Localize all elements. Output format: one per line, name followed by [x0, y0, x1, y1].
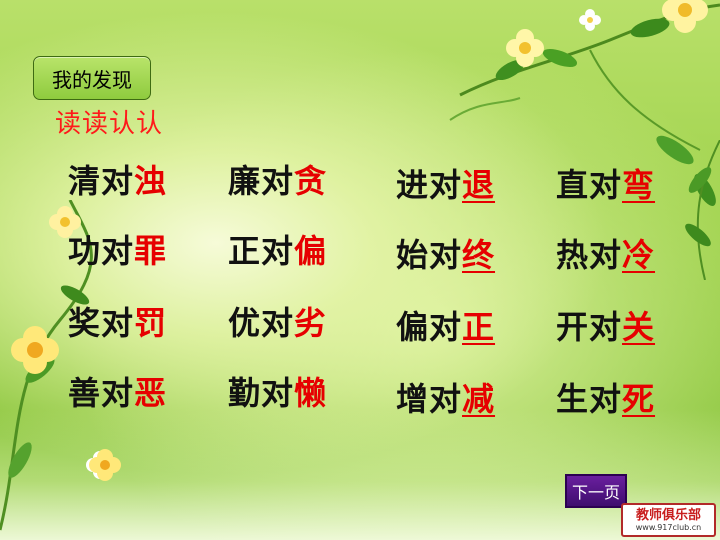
antonym-answer: 冷 [622, 236, 656, 274]
word-pair: 生对死 [556, 380, 656, 418]
leaf-right-edge-decoration [685, 140, 720, 280]
antonym-answer: 浊 [134, 162, 168, 200]
word-pair: 奖对罚 [68, 304, 168, 342]
watermark-title: 教师俱乐部 [635, 507, 701, 523]
antonym-answer: 恶 [134, 374, 168, 412]
watermark-url: www.917club.cn [635, 522, 702, 532]
word-pair: 勤对懒 [228, 374, 328, 412]
word-pair: 进对退 [396, 166, 496, 204]
antonym-answer: 关 [622, 308, 656, 346]
antonym-answer: 罚 [134, 304, 168, 342]
antonym-answer: 终 [462, 236, 496, 274]
antonym-answer: 劣 [294, 304, 328, 342]
word-pair: 开对关 [556, 308, 656, 346]
antonym-answer: 退 [462, 166, 496, 204]
antonym-answer: 减 [462, 380, 496, 418]
my-discovery-badge: 我的发现 [33, 56, 151, 100]
word-pair: 增对减 [396, 380, 496, 418]
word-pair: 正对偏 [228, 232, 328, 270]
badge-label: 我的发现 [52, 67, 132, 92]
antonym-answer: 罪 [134, 232, 168, 270]
antonym-answer: 正 [462, 308, 496, 346]
next-page-label: 下一页 [571, 483, 620, 502]
antonym-answer: 弯 [622, 166, 656, 204]
read-and-recognize-subtitle: 读读认认 [55, 109, 164, 139]
word-pair: 直对弯 [556, 166, 656, 204]
teacher-club-watermark: 教师俱乐部 www.917club.cn [621, 503, 716, 537]
flower-vine-top-right-decoration [449, 0, 720, 206]
word-pair: 优对劣 [228, 304, 328, 342]
small-flower-bottom-decoration [89, 449, 121, 481]
word-pair: 善对恶 [68, 374, 168, 412]
word-pair: 热对冷 [556, 236, 656, 274]
antonym-answer: 死 [622, 380, 656, 418]
antonym-answer: 偏 [294, 232, 328, 270]
word-pair: 始对终 [396, 236, 496, 274]
antonym-answer: 懒 [294, 374, 328, 412]
word-pair: 偏对正 [396, 308, 496, 346]
antonym-answer: 贪 [294, 162, 328, 200]
next-page-button[interactable]: 下一页 [565, 474, 627, 508]
word-pair: 清对浊 [68, 162, 168, 200]
word-pair: 廉对贪 [228, 162, 328, 200]
word-pair: 功对罪 [68, 232, 168, 270]
